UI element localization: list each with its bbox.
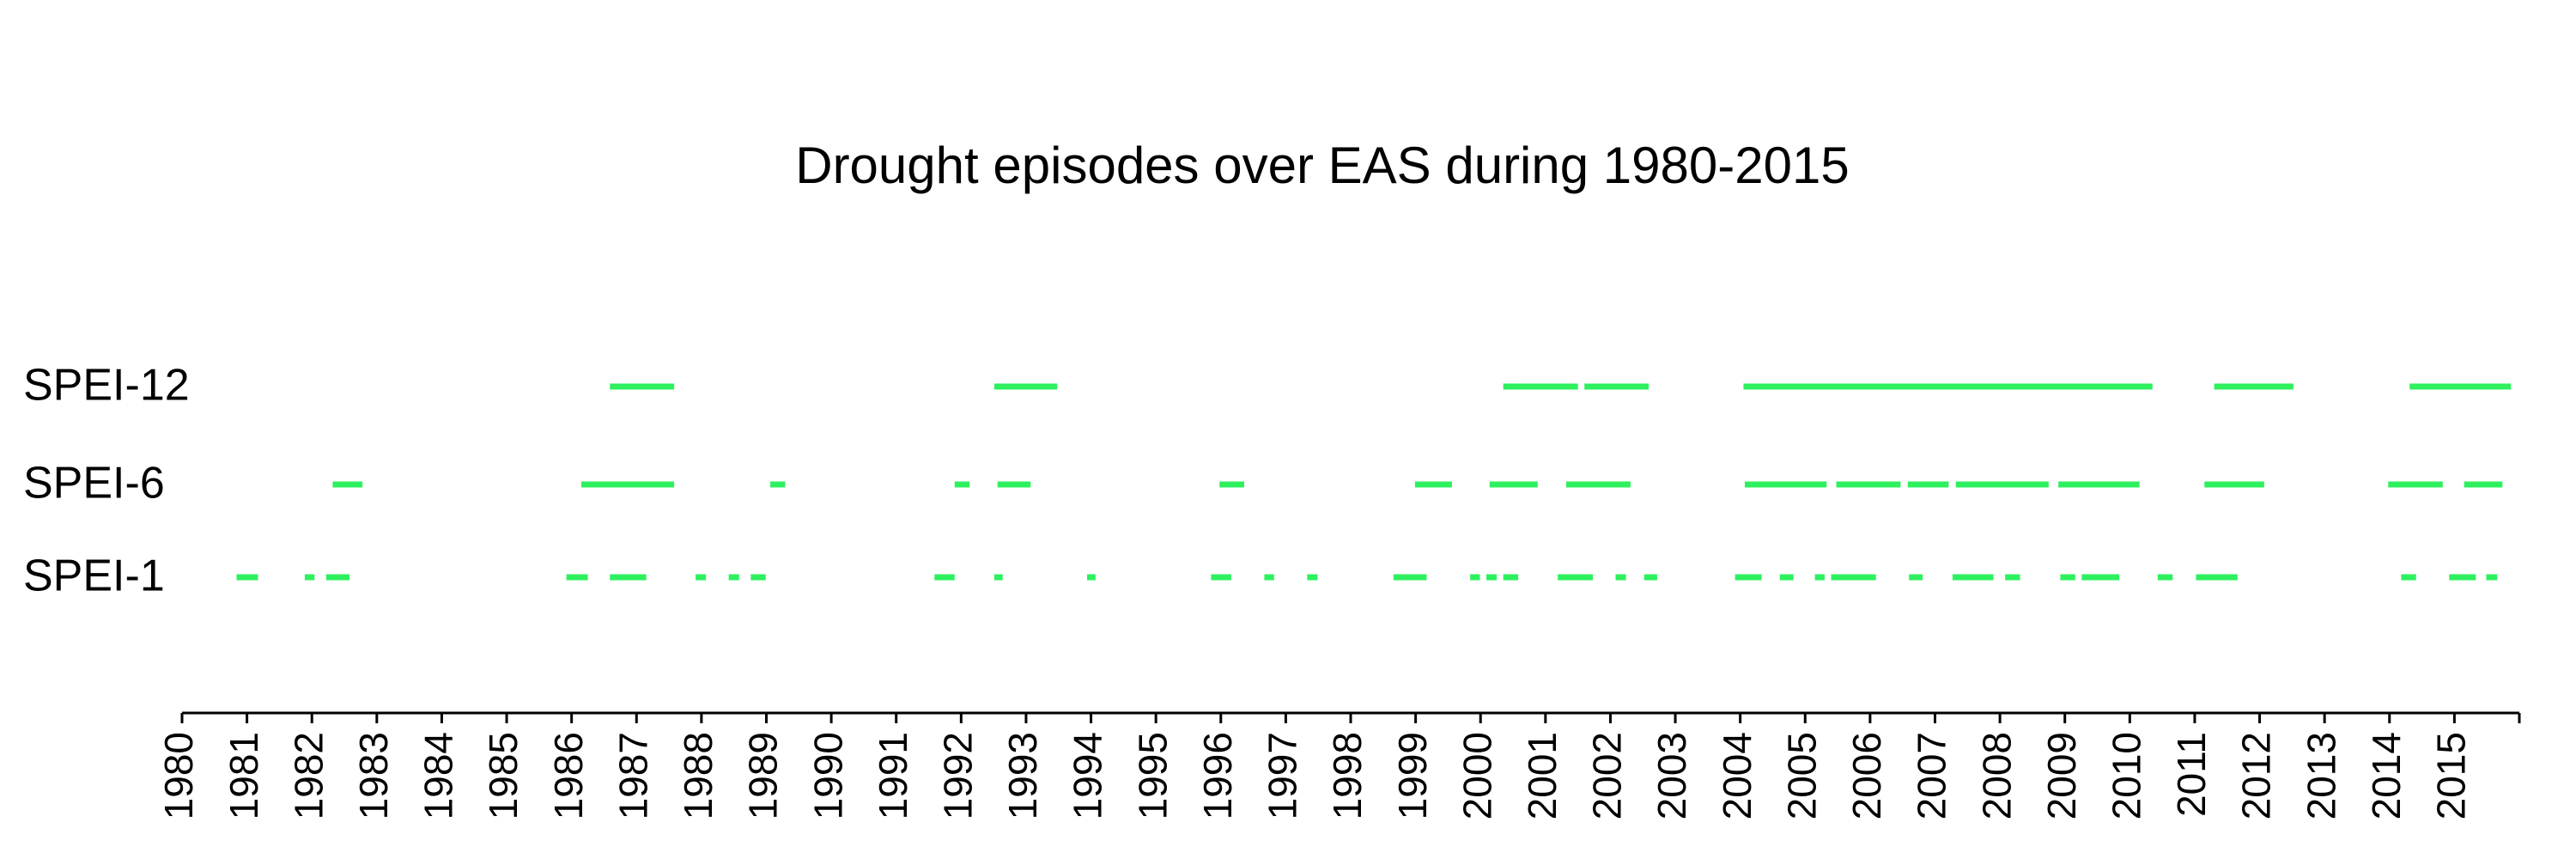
x-tick-label: 1996 (1195, 732, 1240, 819)
x-tick-label: 2003 (1649, 732, 1694, 819)
x-tick-label: 1982 (286, 732, 331, 819)
x-tick-label: 2006 (1844, 732, 1889, 819)
x-tick-label: 1987 (611, 732, 655, 819)
x-tick-label: 1989 (741, 732, 786, 819)
x-tick-label: 1984 (416, 732, 461, 819)
x-tick-label: 2009 (2039, 732, 2084, 819)
x-tick-label: 2007 (1910, 732, 1954, 819)
x-tick-label: 1999 (1390, 732, 1435, 819)
x-tick-label: 1993 (1000, 732, 1045, 819)
x-tick-label: 2008 (1974, 732, 2019, 819)
x-tick-label: 1983 (351, 732, 396, 819)
x-tick-label: 1994 (1066, 732, 1110, 819)
x-tick-label: 2010 (2104, 732, 2148, 819)
x-tick-label: 1997 (1261, 732, 1305, 819)
x-tick-label: 2013 (2299, 732, 2343, 819)
x-tick-label: 1990 (805, 732, 850, 819)
x-tick-label: 1985 (481, 732, 526, 819)
series-label: SPEI-6 (23, 459, 165, 509)
x-tick-label: 1988 (676, 732, 720, 819)
x-tick-label: 1998 (1325, 732, 1370, 819)
x-tick-label: 1981 (222, 732, 266, 819)
series-label: SPEI-12 (23, 361, 190, 411)
x-tick-label: 2000 (1455, 732, 1499, 819)
series-label: SPEI-1 (23, 551, 165, 601)
x-tick-label: 2005 (1779, 732, 1824, 819)
x-tick-label: 2015 (2429, 732, 2474, 819)
x-tick-label: 2014 (2364, 732, 2409, 819)
x-tick-label: 2004 (1715, 732, 1759, 819)
x-tick-label: 2002 (1585, 732, 1630, 819)
x-tick-label: 1980 (156, 732, 201, 819)
x-tick-label: 2001 (1520, 732, 1564, 819)
x-tick-label: 1992 (935, 732, 980, 819)
x-tick-label: 1986 (546, 732, 591, 819)
x-tick-label: 1995 (1130, 732, 1175, 819)
x-tick-label: 2011 (2169, 732, 2214, 817)
x-tick-label: 2012 (2234, 732, 2279, 819)
x-tick-label: 1991 (871, 732, 915, 819)
chart-title: Drought episodes over EAS during 1980-20… (795, 137, 1849, 194)
